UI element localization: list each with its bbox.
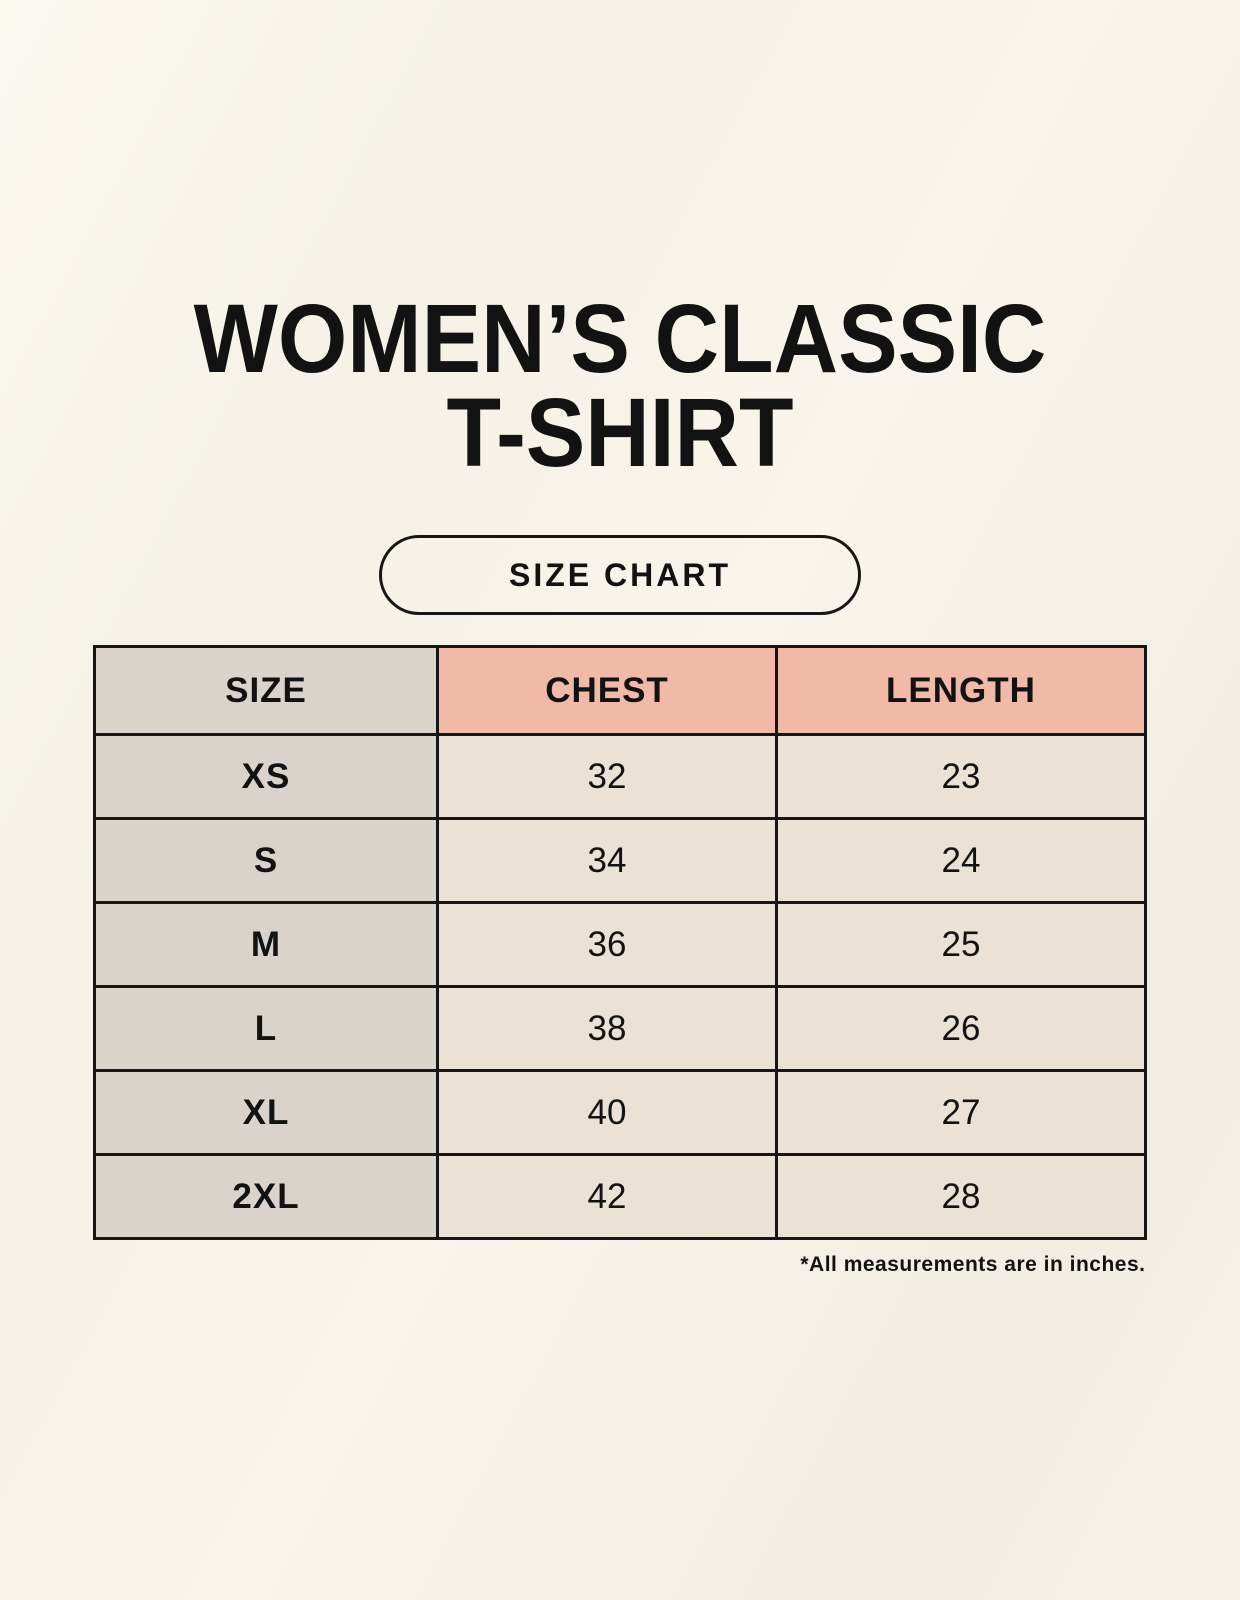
- size-cell: XS: [93, 733, 439, 821]
- table-row-xl: XL 40 27: [93, 1069, 1147, 1157]
- size-chart-button[interactable]: SIZE CHART: [379, 535, 861, 616]
- chest-cell: 38: [436, 985, 778, 1073]
- table-row-xs: XS 32 23: [93, 733, 1147, 821]
- chest-cell: 36: [436, 901, 778, 989]
- table-row-l: L 38 26: [93, 985, 1147, 1073]
- page-title-line-2: T-SHIRT: [446, 378, 794, 488]
- chest-cell: 42: [436, 1153, 778, 1241]
- size-cell: XL: [93, 1069, 439, 1157]
- column-header-size: SIZE: [93, 645, 439, 737]
- table-row-m: M 36 25: [93, 901, 1147, 989]
- chest-cell: 32: [436, 733, 778, 821]
- length-cell: 28: [775, 1153, 1147, 1241]
- page-title-line-1: WOMEN’S CLASSIC: [193, 284, 1047, 393]
- column-header-chest: CHEST: [436, 645, 778, 737]
- length-cell: 26: [775, 985, 1147, 1073]
- chest-cell: 40: [436, 1069, 778, 1157]
- table-row-2xl: 2XL 42 28: [93, 1153, 1147, 1241]
- size-table: SIZE CHEST LENGTH XS 32 23 S 34 24 M 36 …: [93, 645, 1147, 1241]
- table-header-row: SIZE CHEST LENGTH: [93, 645, 1147, 737]
- length-cell: 25: [775, 901, 1147, 989]
- length-cell: 27: [775, 1069, 1147, 1157]
- length-cell: 24: [775, 817, 1147, 905]
- column-header-length: LENGTH: [775, 645, 1147, 737]
- length-cell: 23: [775, 733, 1147, 821]
- size-chart-button-wrap: SIZE CHART: [0, 535, 1240, 616]
- chest-cell: 34: [436, 817, 778, 905]
- measurements-footnote: *All measurements are in inches.: [800, 1253, 1146, 1277]
- table-row-s: S 34 24: [93, 817, 1147, 905]
- size-cell: M: [93, 901, 439, 989]
- page-title: WOMEN’S CLASSIC T-SHIRT: [50, 284, 1191, 488]
- size-cell: S: [93, 817, 439, 905]
- size-cell: 2XL: [93, 1153, 439, 1241]
- size-cell: L: [93, 985, 439, 1073]
